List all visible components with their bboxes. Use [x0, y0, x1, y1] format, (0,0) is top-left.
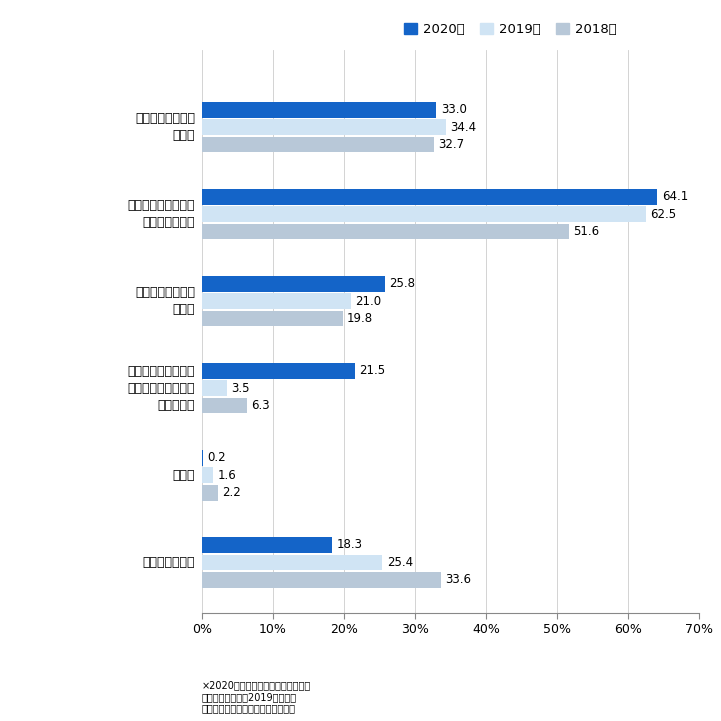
- Text: 1.6: 1.6: [218, 469, 236, 482]
- Bar: [202, 450, 203, 466]
- Text: 25.8: 25.8: [389, 278, 415, 291]
- Bar: [202, 224, 569, 239]
- Text: 33.0: 33.0: [441, 103, 466, 116]
- Text: 32.7: 32.7: [438, 138, 464, 151]
- Bar: [202, 398, 247, 413]
- Bar: [202, 276, 385, 291]
- Bar: [202, 119, 446, 135]
- Text: 51.6: 51.6: [573, 225, 599, 238]
- Bar: [202, 311, 342, 327]
- Text: 64.1: 64.1: [662, 190, 688, 203]
- Text: 18.3: 18.3: [336, 539, 362, 552]
- Text: 19.8: 19.8: [347, 312, 373, 325]
- Bar: [202, 467, 213, 483]
- Legend: 2020年, 2019年, 2018年: 2020年, 2019年, 2018年: [399, 18, 622, 41]
- Bar: [202, 293, 351, 309]
- Text: 0.2: 0.2: [208, 451, 226, 464]
- Bar: [202, 137, 434, 152]
- Text: ×2020年から「プロセスセンターー
の導入」を追加、2019年以前は
「高度なバックヤード機器の導入」: ×2020年から「プロセスセンターー の導入」を追加、2019年以前は 「高度な…: [202, 681, 311, 714]
- Bar: [202, 206, 646, 222]
- Text: 3.5: 3.5: [231, 381, 249, 394]
- Text: 62.5: 62.5: [650, 208, 676, 221]
- Bar: [202, 102, 436, 118]
- Bar: [202, 554, 382, 570]
- Bar: [202, 189, 658, 205]
- Bar: [202, 537, 332, 553]
- Bar: [202, 381, 227, 396]
- Bar: [202, 363, 355, 379]
- Text: 33.6: 33.6: [445, 573, 471, 586]
- Text: 21.0: 21.0: [355, 295, 381, 308]
- Text: 21.5: 21.5: [359, 364, 385, 377]
- Bar: [202, 572, 441, 588]
- Text: 2.2: 2.2: [222, 486, 241, 499]
- Bar: [202, 485, 218, 500]
- Text: 25.4: 25.4: [386, 556, 413, 569]
- Text: 34.4: 34.4: [451, 120, 477, 133]
- Text: 6.3: 6.3: [251, 399, 270, 412]
